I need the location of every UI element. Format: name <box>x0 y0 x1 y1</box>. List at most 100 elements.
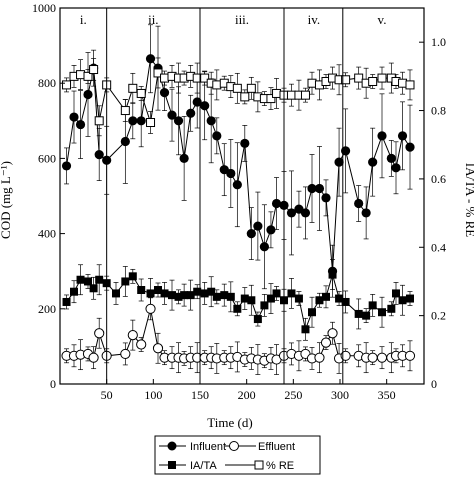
re-point <box>354 73 364 83</box>
y-left-tick-label: 1000 <box>32 1 56 15</box>
influent-point <box>266 225 276 235</box>
y-left-tick-label: 0 <box>50 377 56 391</box>
x-axis-label: Time (d) <box>207 415 252 430</box>
influent-point <box>259 242 269 252</box>
y-right-tick-label: 0 <box>431 377 437 391</box>
axes: 50 100 150 200 250 300 350 0 200 400 600 800 1000 0 0.… <box>32 1 446 402</box>
legend-label-iata: IA/TA <box>190 460 217 472</box>
legend-marker-iata <box>168 461 176 469</box>
phase-label: v. <box>378 12 387 27</box>
re-point <box>89 65 99 75</box>
effluent-point <box>88 352 99 363</box>
ia-ta-point <box>220 291 229 300</box>
ia-ta-point <box>160 289 169 298</box>
y-left-tick-label: 800 <box>38 76 56 90</box>
ia-ta-point <box>260 301 269 310</box>
x-tick-label: 350 <box>378 388 396 402</box>
ia-ta-point <box>341 297 350 306</box>
effluent-point <box>120 348 131 360</box>
ia-ta-point <box>121 277 130 286</box>
phase-label: iv. <box>308 12 321 27</box>
x-tick-label: 150 <box>191 388 209 402</box>
re-point <box>377 73 387 83</box>
influent-point <box>179 153 189 163</box>
ia-ta-point <box>392 289 400 298</box>
re-point <box>405 80 415 90</box>
ia-ta-point <box>76 275 85 284</box>
ia-ta-point <box>315 296 324 305</box>
re-point <box>160 73 170 83</box>
influent-point <box>145 54 156 64</box>
re-point <box>62 80 72 90</box>
influent-point <box>128 116 138 126</box>
phase-dividers: i. ii. iii. iv. v. <box>80 8 387 384</box>
re-point <box>128 83 138 93</box>
influent-point <box>94 150 104 160</box>
effluent-point <box>320 337 332 348</box>
influent-point <box>253 221 263 231</box>
x-tick-label: 250 <box>284 388 302 402</box>
influent-point <box>83 89 93 100</box>
ia-ta-point <box>322 292 330 301</box>
y-left-tick-label: 400 <box>38 227 56 241</box>
influent-point <box>136 116 146 126</box>
ia-ta-point <box>266 294 275 303</box>
influent-point <box>200 101 210 111</box>
ia-ta-point <box>406 294 414 303</box>
re-point <box>341 75 351 85</box>
re-point <box>300 90 310 100</box>
ia-ta-point <box>335 294 344 303</box>
y-axis-right-label: IA/TA - % RE <box>463 163 474 237</box>
re-point <box>240 92 250 102</box>
re-point <box>212 80 222 90</box>
ia-ta-point <box>362 311 371 320</box>
effluent-point <box>145 303 156 314</box>
x-tick-label: 200 <box>238 388 256 402</box>
ia-ta-point <box>62 297 71 306</box>
legend-box <box>154 435 321 475</box>
influent-point <box>226 168 236 179</box>
ia-ta-point <box>137 286 146 294</box>
ia-ta-point <box>128 272 137 281</box>
ia-ta-point <box>212 292 221 301</box>
ia-ta-point <box>112 289 120 298</box>
phase-label: ii. <box>148 12 158 27</box>
x-tick-label: 100 <box>144 388 162 402</box>
ia-ta-point <box>247 296 256 305</box>
ia-ta-point <box>168 291 176 300</box>
ia-ta-point <box>70 287 78 296</box>
influent-point <box>354 198 364 209</box>
re-point <box>76 70 86 80</box>
legend-entry-effluent: Effluent <box>225 441 295 453</box>
re-point <box>83 71 93 81</box>
re-point <box>136 88 146 98</box>
legend-entry-iata: IA/TA <box>159 460 217 472</box>
ia-ta-point <box>146 289 155 298</box>
re-point <box>307 78 317 88</box>
ia-ta-point <box>378 308 386 317</box>
influent-point <box>368 157 378 167</box>
influent-point <box>271 198 282 209</box>
ia-ta-point <box>154 286 162 294</box>
ia-ta-point <box>200 289 209 298</box>
y-right-tick-label: 0.4 <box>431 240 446 254</box>
ia-ta-point <box>272 289 281 298</box>
re-point <box>266 94 276 104</box>
influent-point <box>173 116 184 126</box>
ia-ta-point <box>89 284 98 293</box>
influent-point <box>397 131 408 141</box>
y-axis-left-label: COD (mg L⁻¹) <box>0 161 13 239</box>
ia-ta-point <box>387 304 396 313</box>
re-point <box>120 106 130 116</box>
phase-label: i. <box>80 12 87 27</box>
ia-ta-point <box>186 291 195 300</box>
y-right-tick-label: 1.0 <box>431 35 446 49</box>
ia-ta-point <box>174 292 183 301</box>
effluent-point <box>94 328 105 339</box>
y-left-tick-label: 200 <box>38 302 56 316</box>
phase-label: iii. <box>235 12 249 27</box>
influent-point <box>159 88 170 98</box>
y-right-tick-label: 0.6 <box>431 172 446 186</box>
re-point <box>286 90 296 100</box>
